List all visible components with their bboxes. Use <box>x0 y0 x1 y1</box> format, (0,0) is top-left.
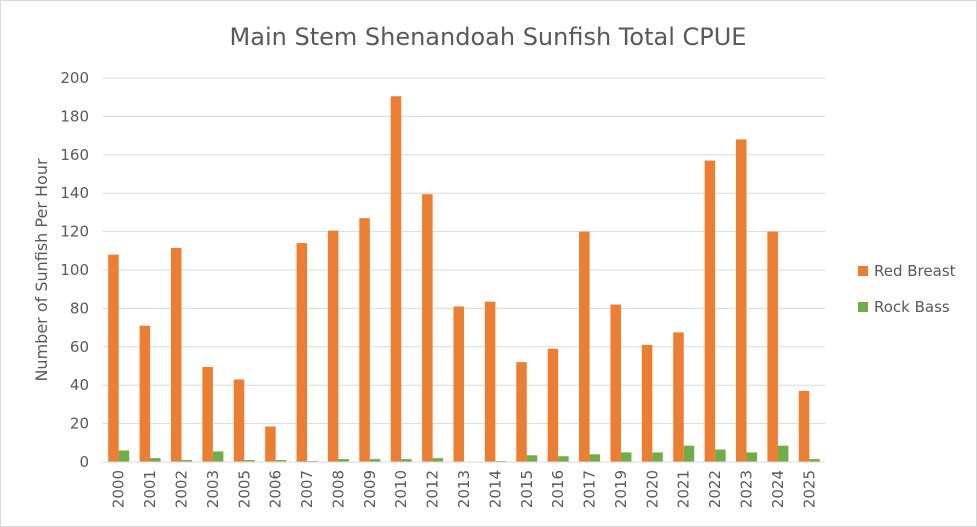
x-tick-label: 2012 <box>424 470 442 508</box>
y-tick-label: 80 <box>70 299 89 317</box>
x-tick-label: 2007 <box>298 470 316 508</box>
bar-rock-bass <box>275 460 287 462</box>
x-tick-label: 2023 <box>738 470 756 508</box>
x-tick-label: 2017 <box>581 470 599 508</box>
y-tick-label: 120 <box>60 223 89 241</box>
bar-rock-bass <box>809 459 820 462</box>
bar-red-breast <box>359 218 370 462</box>
bar-rock-bass <box>558 456 569 462</box>
x-tick-label: 2016 <box>549 470 567 508</box>
bar-rock-bass <box>620 452 632 462</box>
y-tick-label: 40 <box>70 376 89 394</box>
x-tick-label: 2002 <box>172 470 190 508</box>
bar-rock-bass <box>777 445 789 462</box>
x-tick-label: 2009 <box>361 470 379 508</box>
x-tick-label: 2010 <box>392 470 410 508</box>
bar-rock-bass <box>715 449 726 462</box>
legend-label: Red Breast <box>874 262 956 280</box>
bars <box>108 96 820 463</box>
x-tick-label: 2001 <box>141 470 159 508</box>
bar-red-breast <box>767 231 778 462</box>
bar-rock-bass <box>369 459 381 462</box>
x-tick-label: 2020 <box>643 470 661 508</box>
bar-red-breast <box>327 230 339 462</box>
bar-red-breast <box>547 348 559 462</box>
bar-red-breast <box>170 247 182 462</box>
bar-rock-bass <box>432 458 444 462</box>
bar-rock-bass <box>589 454 601 462</box>
x-tick-label: 2003 <box>204 470 222 508</box>
y-tick-label: 60 <box>70 338 89 356</box>
y-tick-label: 180 <box>60 107 89 125</box>
x-tick-label: 2015 <box>518 470 536 508</box>
bar-red-breast <box>296 243 308 462</box>
legend-swatch <box>858 302 868 312</box>
bar-red-breast <box>516 362 527 462</box>
x-tick-label: 2008 <box>329 470 347 508</box>
x-tick-label: 2022 <box>706 470 724 508</box>
bar-red-breast <box>484 301 496 462</box>
bar-red-breast <box>265 426 276 462</box>
bar-red-breast <box>139 325 151 462</box>
bar-red-breast <box>233 379 245 462</box>
legend-swatch <box>858 266 868 276</box>
bar-rock-bass <box>526 455 538 462</box>
bar-rock-bass <box>212 451 224 462</box>
x-tick-label: 2014 <box>486 470 504 508</box>
bar-red-breast <box>641 344 653 462</box>
x-tick-label: 2013 <box>455 470 473 508</box>
chart-title: Main Stem Shenandoah Sunfish Total CPUE <box>230 23 747 51</box>
legend-label: Rock Bass <box>874 298 950 316</box>
bar-red-breast <box>579 231 590 462</box>
y-axis-label: Number of Sunfish Per Hour <box>32 158 51 381</box>
y-tick-label: 200 <box>60 69 89 87</box>
x-axis-ticks: 2000 2001 2002 2003 2005 2006 2007 2008 2009 2010… <box>110 470 819 508</box>
legend: Red Breast Rock Bass <box>858 262 956 316</box>
x-tick-label: 2006 <box>267 470 285 508</box>
bar-rock-bass <box>338 459 349 462</box>
bar-red-breast <box>108 254 119 462</box>
y-tick-label: 20 <box>70 415 89 433</box>
bar-rock-bass <box>683 445 695 462</box>
x-tick-label: 2000 <box>110 470 128 508</box>
bar-red-breast <box>673 332 684 462</box>
bar-red-breast <box>798 390 810 462</box>
x-tick-label: 2025 <box>800 470 818 508</box>
bar-rock-bass <box>401 459 412 462</box>
y-tick-label: 0 <box>79 453 89 471</box>
bar-rock-bass <box>244 460 255 462</box>
bar-red-breast <box>610 304 621 462</box>
bar-red-breast <box>736 139 747 462</box>
bar-rock-bass <box>746 452 758 462</box>
x-tick-label: 2005 <box>235 470 253 508</box>
bar-red-breast <box>202 366 213 462</box>
bar-rock-bass <box>181 460 192 462</box>
x-tick-label: 2024 <box>769 470 787 508</box>
y-axis-ticks: 0 20 40 60 80 100 120 140 160 180 200 <box>60 69 89 471</box>
y-tick-label: 160 <box>60 146 89 164</box>
bar-red-breast <box>704 160 716 462</box>
bar-rock-bass <box>652 452 663 462</box>
bar-red-breast <box>390 96 402 463</box>
x-tick-label: 2021 <box>675 470 693 508</box>
y-tick-label: 100 <box>60 261 89 279</box>
bar-rock-bass <box>118 450 130 462</box>
bar-rock-bass <box>150 458 161 462</box>
x-tick-label: 2019 <box>612 470 630 508</box>
bar-red-breast <box>453 306 464 462</box>
y-tick-label: 140 <box>60 184 89 202</box>
bar-red-breast <box>422 194 433 462</box>
